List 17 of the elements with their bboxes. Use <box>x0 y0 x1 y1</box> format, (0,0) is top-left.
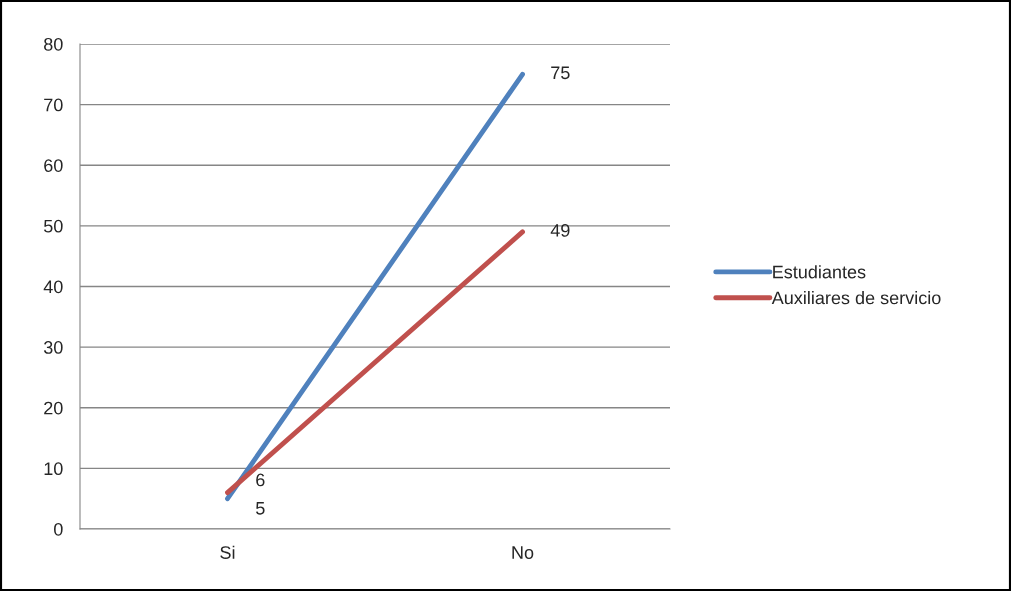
data-label: 49 <box>550 224 570 237</box>
y-tick-label: 0 <box>54 522 63 536</box>
x-tick-label: No <box>512 546 534 559</box>
y-tick-label: 10 <box>44 462 63 476</box>
y-tick-label: 80 <box>44 37 63 51</box>
x-tick-label: Si <box>220 545 235 559</box>
y-tick-label: 40 <box>43 280 63 294</box>
data-label: 6 <box>256 473 265 487</box>
legend-label: Estudiantes <box>773 265 866 279</box>
y-tick-label: 60 <box>44 159 63 172</box>
data-label: 5 <box>256 502 265 515</box>
y-tick-label: 20 <box>44 401 63 415</box>
legend-label: Auxiliares de servicio <box>771 291 941 305</box>
y-tick-label: 50 <box>43 219 63 233</box>
y-tick-label: 30 <box>43 341 63 354</box>
y-tick-label: 70 <box>44 98 63 112</box>
data-label: 75 <box>551 66 570 80</box>
